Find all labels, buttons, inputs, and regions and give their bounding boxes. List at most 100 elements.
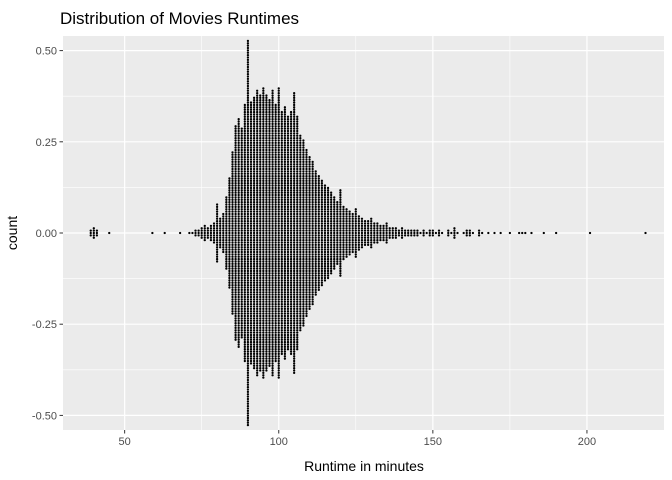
dot (320, 238, 324, 242)
dot (305, 179, 308, 182)
dot (237, 148, 240, 152)
dot (240, 136, 243, 140)
dot (234, 312, 237, 315)
dot (293, 177, 296, 180)
dot (256, 201, 259, 204)
dot (252, 201, 256, 204)
dot (280, 167, 283, 171)
dot (311, 298, 314, 301)
dot (311, 302, 314, 306)
dot (246, 324, 250, 327)
dot (336, 250, 339, 254)
dot (262, 89, 265, 92)
dot (246, 385, 250, 389)
dot (326, 248, 330, 251)
dot (293, 172, 296, 175)
dot (289, 151, 293, 154)
dot (231, 201, 234, 204)
dot (234, 125, 237, 128)
dot (360, 246, 364, 249)
dot (286, 231, 290, 235)
dot (271, 272, 274, 275)
dot (249, 321, 253, 325)
dot (317, 260, 320, 263)
dot (320, 217, 324, 220)
dot (345, 224, 348, 228)
dot (271, 201, 274, 204)
dot (237, 229, 240, 232)
dot (249, 343, 253, 346)
dot (231, 172, 234, 175)
dot (308, 276, 311, 280)
dot (277, 345, 280, 348)
dot (333, 217, 336, 220)
dot (228, 189, 231, 192)
dot (339, 238, 342, 242)
dot (274, 174, 277, 178)
dot (296, 238, 299, 242)
dot (206, 236, 210, 239)
dot (237, 310, 240, 313)
dot (252, 317, 256, 320)
dot (271, 224, 274, 228)
dot (431, 234, 434, 237)
dot (243, 350, 246, 353)
dot (259, 177, 262, 180)
dot (280, 317, 283, 320)
dot (274, 201, 277, 204)
dot (351, 250, 354, 254)
dot (228, 279, 231, 282)
dot (314, 186, 317, 190)
dot (302, 212, 305, 216)
dot (302, 288, 305, 292)
dot (259, 348, 262, 351)
dot (302, 281, 305, 284)
dot (286, 182, 290, 185)
dot (413, 234, 416, 237)
dot (246, 348, 250, 351)
dot (311, 284, 314, 287)
dot (326, 272, 330, 275)
dot (262, 236, 265, 239)
dot (231, 151, 234, 154)
dot (243, 196, 246, 199)
dot (296, 288, 299, 292)
dot (296, 236, 299, 239)
dot (271, 257, 274, 261)
dot (317, 267, 320, 270)
dot (280, 196, 283, 199)
dot (271, 352, 274, 356)
dot (305, 243, 308, 247)
dot (379, 238, 382, 242)
dot (219, 236, 222, 239)
dot (277, 333, 280, 337)
dot (366, 231, 370, 235)
dot (206, 227, 210, 230)
dot (311, 170, 314, 173)
dot (286, 257, 290, 261)
dot (317, 179, 320, 182)
dot (246, 302, 250, 306)
dot (246, 58, 250, 62)
dot (274, 182, 277, 185)
dot (339, 189, 342, 192)
dot (299, 300, 302, 303)
dot (262, 281, 265, 284)
dot (265, 113, 268, 116)
dot (262, 136, 265, 140)
dot (234, 274, 237, 277)
dot (268, 201, 271, 204)
dot (228, 222, 231, 225)
dot (252, 257, 256, 261)
dot (271, 319, 274, 322)
dot (243, 279, 246, 282)
dot (293, 198, 296, 201)
dot (259, 293, 262, 296)
dot (317, 217, 320, 220)
dot (299, 177, 302, 180)
dot (323, 201, 327, 204)
dot (228, 191, 231, 194)
dot (345, 253, 348, 256)
dot (274, 265, 277, 268)
dot (286, 333, 290, 337)
